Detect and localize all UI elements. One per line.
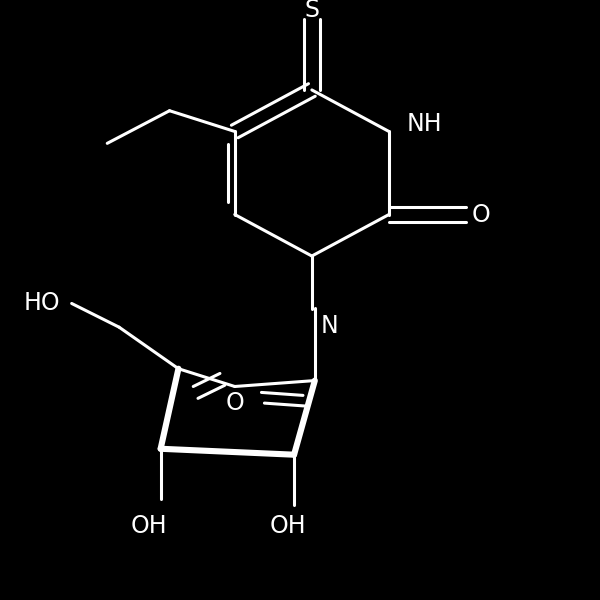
Text: O: O [226, 391, 244, 415]
Text: N: N [321, 314, 338, 338]
Text: HO: HO [23, 292, 60, 316]
Text: O: O [472, 203, 491, 227]
Text: NH: NH [407, 112, 442, 136]
Text: OH: OH [130, 514, 167, 538]
Text: S: S [304, 0, 319, 22]
Text: OH: OH [270, 514, 307, 538]
